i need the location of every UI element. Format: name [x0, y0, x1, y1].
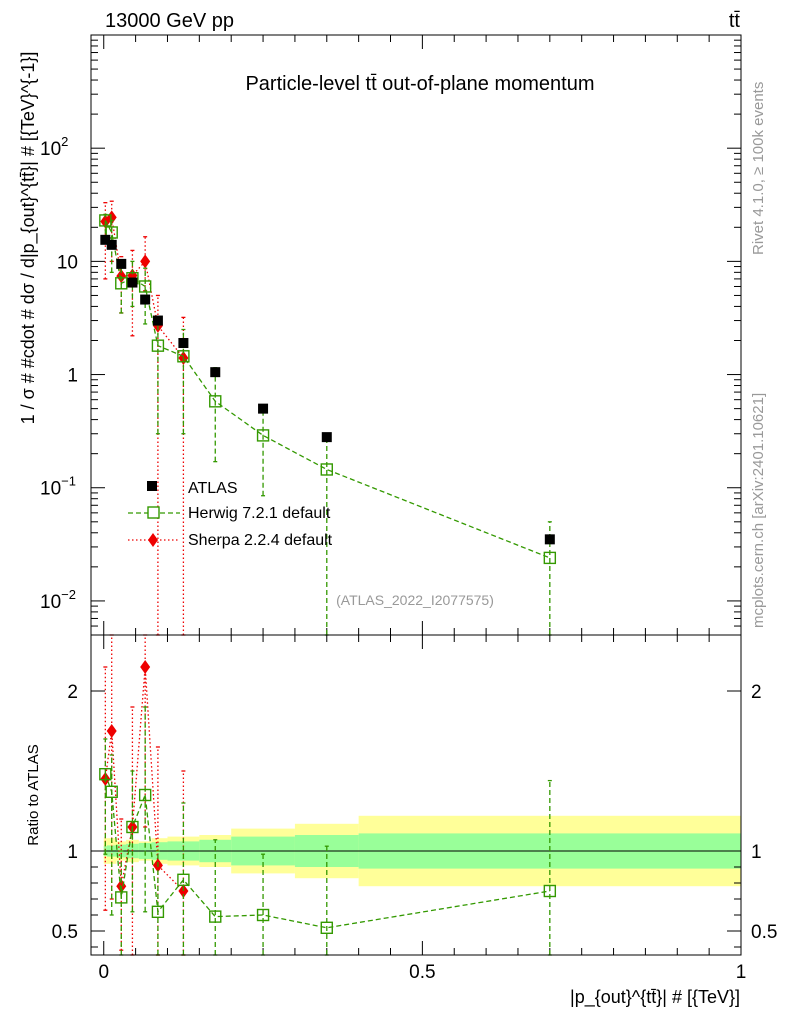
data-point	[177, 350, 190, 363]
data-point	[320, 921, 333, 934]
ratio-panel: 0.5 0.51 12 20 0.5 1 Ratio to ATLAS	[25, 634, 777, 983]
main-title: Particle-level tt̄ out-of-plane momentum	[245, 73, 594, 95]
data-point	[106, 239, 117, 250]
ratio-y-tick-label-left: 0.5	[52, 922, 78, 943]
data-point	[258, 403, 269, 414]
data-point	[152, 315, 163, 326]
data-point	[178, 338, 189, 349]
x-tick-label: 0	[98, 962, 109, 983]
data-point	[151, 905, 165, 918]
data-point	[115, 277, 128, 290]
analysis-label: (ATLAS_2022_I2077575)	[336, 592, 494, 608]
process-label: tt̄	[729, 10, 741, 32]
x-tick-label: 1	[736, 962, 747, 983]
energy-label: 13000 GeV pp	[105, 10, 234, 32]
main-y-tick-label: 1	[67, 366, 78, 387]
data-point	[140, 294, 151, 305]
main-panel: 10−2 10−1 1 10 102 Particle-level tt̄ out-of…	[18, 34, 742, 636]
data-point	[138, 788, 152, 802]
data-point	[115, 891, 128, 904]
data-point	[100, 234, 111, 245]
data-point	[106, 210, 117, 225]
data-point	[256, 429, 270, 442]
data-point	[105, 785, 118, 798]
ratio-y-tick-label-right: 2	[751, 682, 762, 703]
main-y-axis-label: 1 / σ # #cdot # dσ / d|p_{out}^{tt̄}| # …	[18, 52, 39, 425]
data-point	[177, 873, 190, 886]
data-point	[138, 280, 152, 293]
data-point	[106, 724, 117, 738]
ratio-frame	[90, 634, 742, 956]
data-point	[209, 910, 222, 923]
legend-atlas-marker	[147, 481, 157, 491]
data-point	[209, 395, 222, 408]
data-point	[105, 226, 118, 239]
main-y-tick-label: 102	[40, 134, 68, 160]
ratio-y-tick-label-right: 1	[751, 842, 762, 863]
legend-herwig-label: Herwig 7.2.1 default	[188, 505, 331, 522]
data-point	[151, 339, 165, 352]
data-point	[320, 463, 333, 476]
data-point	[116, 258, 127, 269]
data-point	[544, 534, 555, 545]
legend-herwig-marker	[147, 506, 160, 519]
data-point	[321, 432, 332, 443]
main-y-tick-label: 10−1	[40, 474, 76, 500]
data-point	[126, 820, 139, 834]
rivet-label: Rivet 4.1.0, ≥ 100k events	[750, 82, 767, 255]
ratio-y-tick-label-left: 2	[67, 682, 78, 703]
data-point	[256, 908, 270, 922]
data-point	[140, 660, 151, 674]
data-point	[210, 367, 221, 378]
main-y-tick-label: 10−2	[40, 587, 76, 613]
legend-sherpa-marker	[148, 533, 158, 547]
x-axis-label: |p_{out}^{tt̄}| # [{TeV}]	[570, 987, 740, 1008]
ratio-y-axis-label: Ratio to ATLAS	[25, 744, 42, 845]
data-point	[543, 551, 557, 565]
data-point	[127, 277, 138, 288]
ratio-y-tick-label-left: 1	[67, 842, 78, 863]
legend-atlas-label: ATLAS	[188, 480, 238, 497]
ratio-y-tick-label-right: 0.5	[751, 922, 777, 943]
data-point	[99, 768, 112, 781]
legend-sherpa-label: Sherpa 2.2.4 default	[188, 532, 333, 549]
mcplots-label: mcplots.cern.ch [arXiv:2401.10621]	[750, 393, 767, 628]
data-point	[99, 214, 112, 227]
legend: ATLAS Herwig 7.2.1 default Sherpa 2.2.4 …	[128, 480, 333, 549]
x-tick-label: 0.5	[409, 962, 435, 983]
x-axis-label-text: |p_{out}^{tt̄}| # [{TeV}]	[570, 987, 740, 1008]
data-point	[140, 254, 151, 269]
main-y-tick-label: 10	[57, 252, 78, 273]
data-point	[543, 884, 557, 898]
